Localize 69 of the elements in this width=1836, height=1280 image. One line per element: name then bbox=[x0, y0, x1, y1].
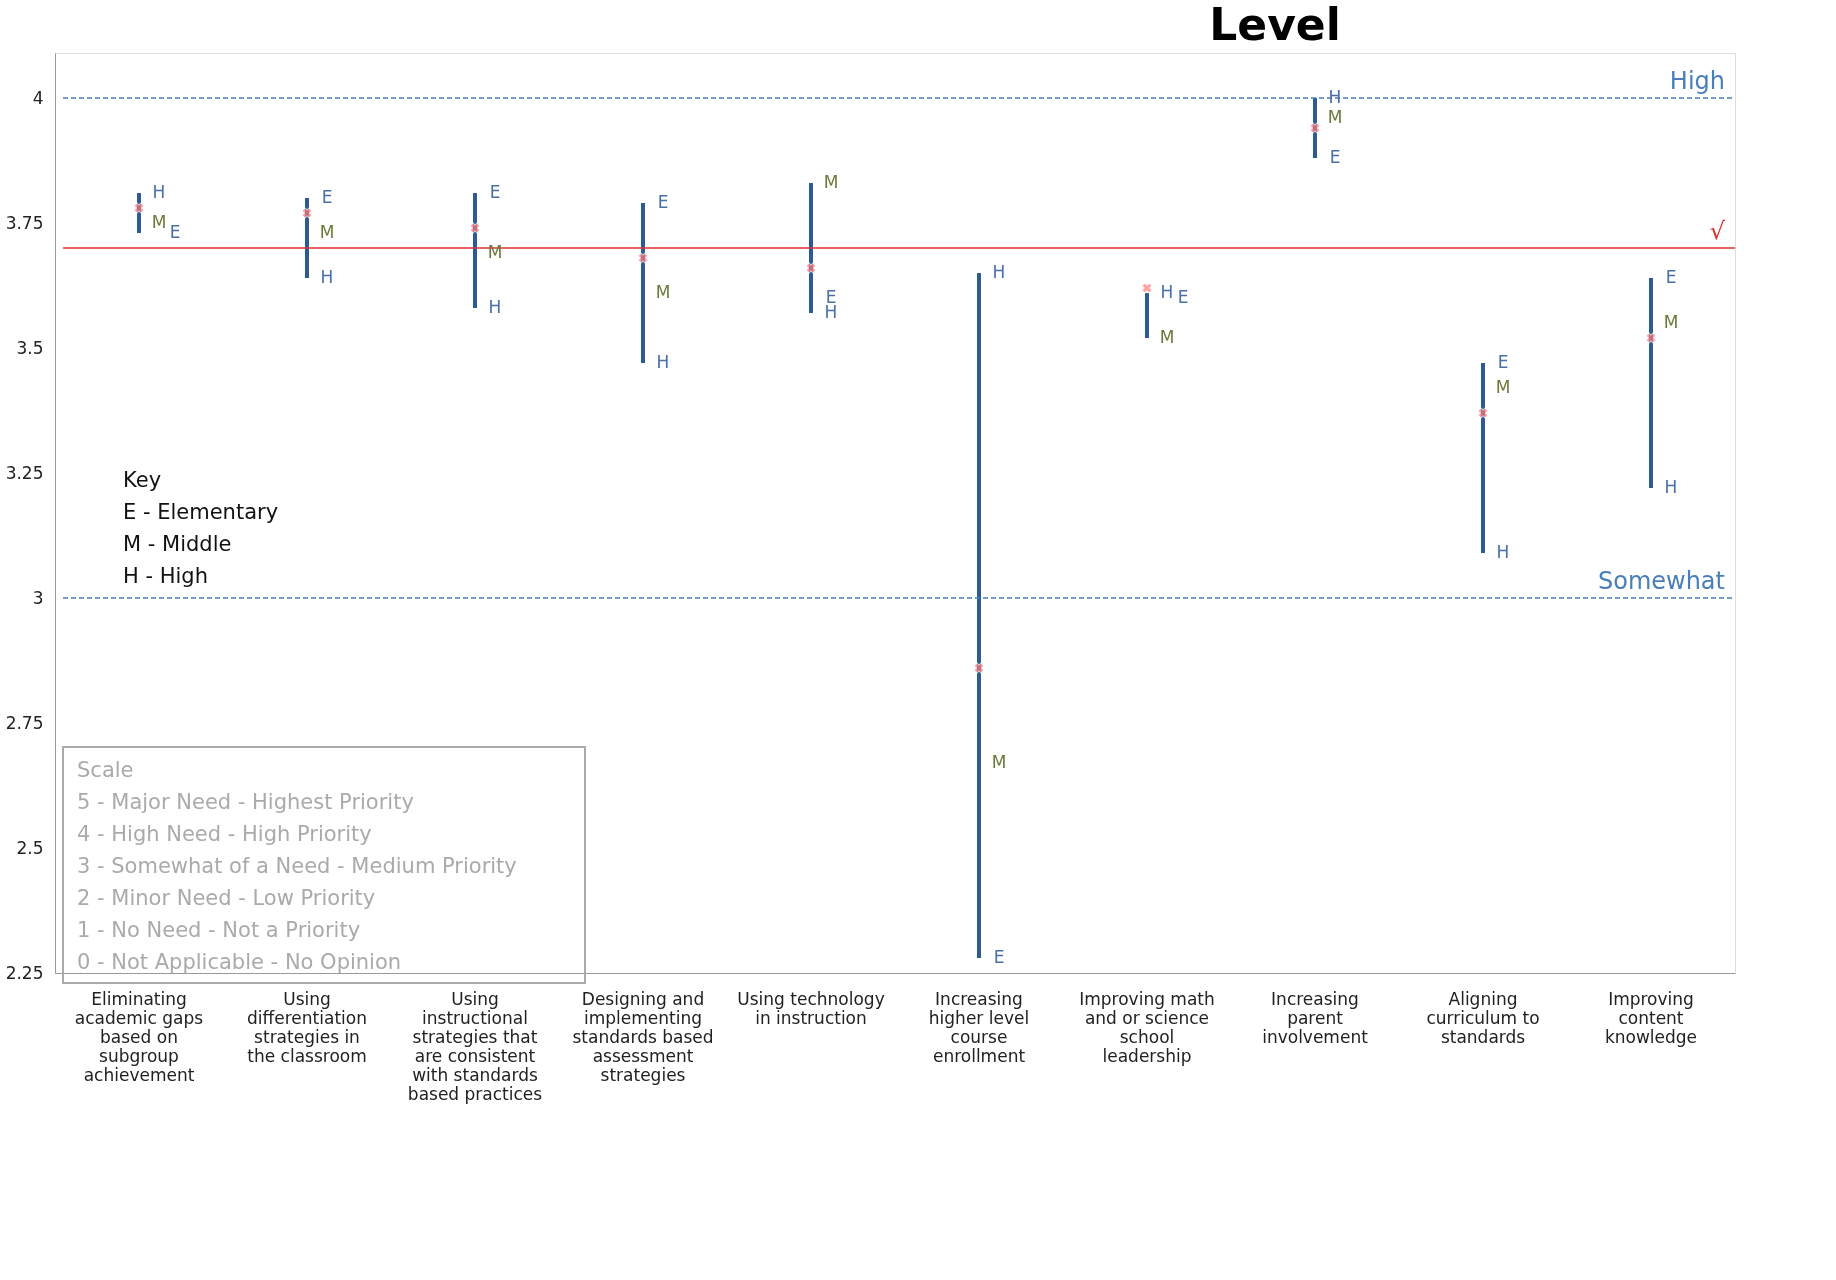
annotation: H bbox=[656, 352, 670, 372]
annotation: M - Middle bbox=[123, 532, 232, 556]
annotation: E bbox=[321, 187, 333, 207]
point bbox=[1477, 407, 1489, 419]
x-tick-label: Increasing parent involvement bbox=[1262, 988, 1369, 1047]
annotation: E bbox=[1665, 267, 1677, 287]
annotation: M bbox=[1663, 312, 1679, 332]
annotation: M bbox=[1159, 327, 1175, 347]
annotation: E bbox=[169, 222, 181, 242]
x-tick-label: Increasing higher level course enrollment bbox=[928, 988, 1030, 1066]
x-tick-label: Designing and implementing standards based assessment strategies bbox=[572, 988, 714, 1085]
annotation: H bbox=[992, 262, 1006, 282]
annotation: M bbox=[319, 222, 335, 242]
y-tick-label: 3.5 bbox=[16, 337, 44, 358]
annotation: H bbox=[1496, 542, 1510, 562]
y-tick-label: 3.75 bbox=[5, 212, 44, 233]
point bbox=[1309, 122, 1321, 134]
x-tick-label: Using instructional strategies that are consistent with standards based practices bbox=[407, 988, 543, 1104]
annotation: E bbox=[1329, 147, 1341, 167]
y-tick-label: 3.25 bbox=[5, 462, 44, 483]
y-tick-label: 3 bbox=[32, 587, 44, 608]
point bbox=[637, 252, 649, 264]
annotation: E bbox=[489, 182, 501, 202]
annotation: E bbox=[657, 192, 669, 212]
annotation: M bbox=[655, 282, 671, 302]
x-tick-label: Improving content knowledge bbox=[1604, 988, 1698, 1047]
annotation: Key bbox=[123, 468, 162, 492]
point bbox=[133, 202, 145, 214]
annotation: E bbox=[1497, 352, 1509, 372]
annotation: E - Elementary bbox=[123, 500, 279, 524]
chart-title: Level bbox=[1209, 0, 1341, 50]
annotation: H bbox=[1664, 477, 1678, 497]
ref-line-label: Somewhat bbox=[1597, 567, 1725, 595]
annotation: M bbox=[1327, 107, 1343, 127]
x-tick-label: Using differentiation strategies in the classroom bbox=[247, 988, 367, 1066]
y-tick-label: 2.25 bbox=[5, 962, 44, 983]
annotation: 2 - Minor Need - Low Priority bbox=[77, 886, 376, 910]
point bbox=[1645, 332, 1657, 344]
annotation: M bbox=[991, 752, 1007, 772]
annotation: M bbox=[1495, 377, 1511, 397]
annotation: 0 - Not Applicable - No Opinion bbox=[77, 950, 402, 974]
annotation: H bbox=[824, 302, 838, 322]
annotation: M bbox=[823, 172, 839, 192]
y-tick-label: 4 bbox=[32, 87, 44, 108]
annotation: 1 - No Need - Not a Priority bbox=[77, 918, 361, 942]
annotation: H bbox=[152, 182, 166, 202]
x-tick-label: Aligning curriculum to standards bbox=[1426, 988, 1540, 1047]
annotation: 5 - Major Need - Highest Priority bbox=[77, 790, 414, 814]
annotation: H bbox=[1160, 282, 1174, 302]
x-tick-label: Improving math and or science school leadership bbox=[1079, 988, 1215, 1066]
point bbox=[301, 207, 313, 219]
annotation: E bbox=[1177, 287, 1189, 307]
point bbox=[469, 222, 481, 234]
x-tick-label: Using technology in instruction bbox=[737, 988, 885, 1028]
annotation: H - High bbox=[123, 564, 208, 588]
y-tick-label: 2.75 bbox=[5, 712, 44, 733]
annotation: Scale bbox=[77, 758, 134, 782]
annotation: 4 - High Need - High Priority bbox=[77, 822, 372, 846]
annotation: H bbox=[320, 267, 334, 287]
annotation: H bbox=[488, 297, 502, 317]
point bbox=[973, 662, 985, 674]
ref-line-label: √ bbox=[1709, 217, 1726, 245]
annotation: E bbox=[993, 947, 1005, 967]
x-tick-label: Eliminating academic gaps based on subgroup achievement bbox=[74, 988, 204, 1085]
annotation: M bbox=[151, 212, 167, 232]
y-tick-label: 2.5 bbox=[16, 837, 44, 858]
annotation: 3 - Somewhat of a Need - Medium Priority bbox=[77, 854, 517, 878]
point bbox=[805, 262, 817, 274]
ref-line-label: High bbox=[1669, 67, 1725, 95]
